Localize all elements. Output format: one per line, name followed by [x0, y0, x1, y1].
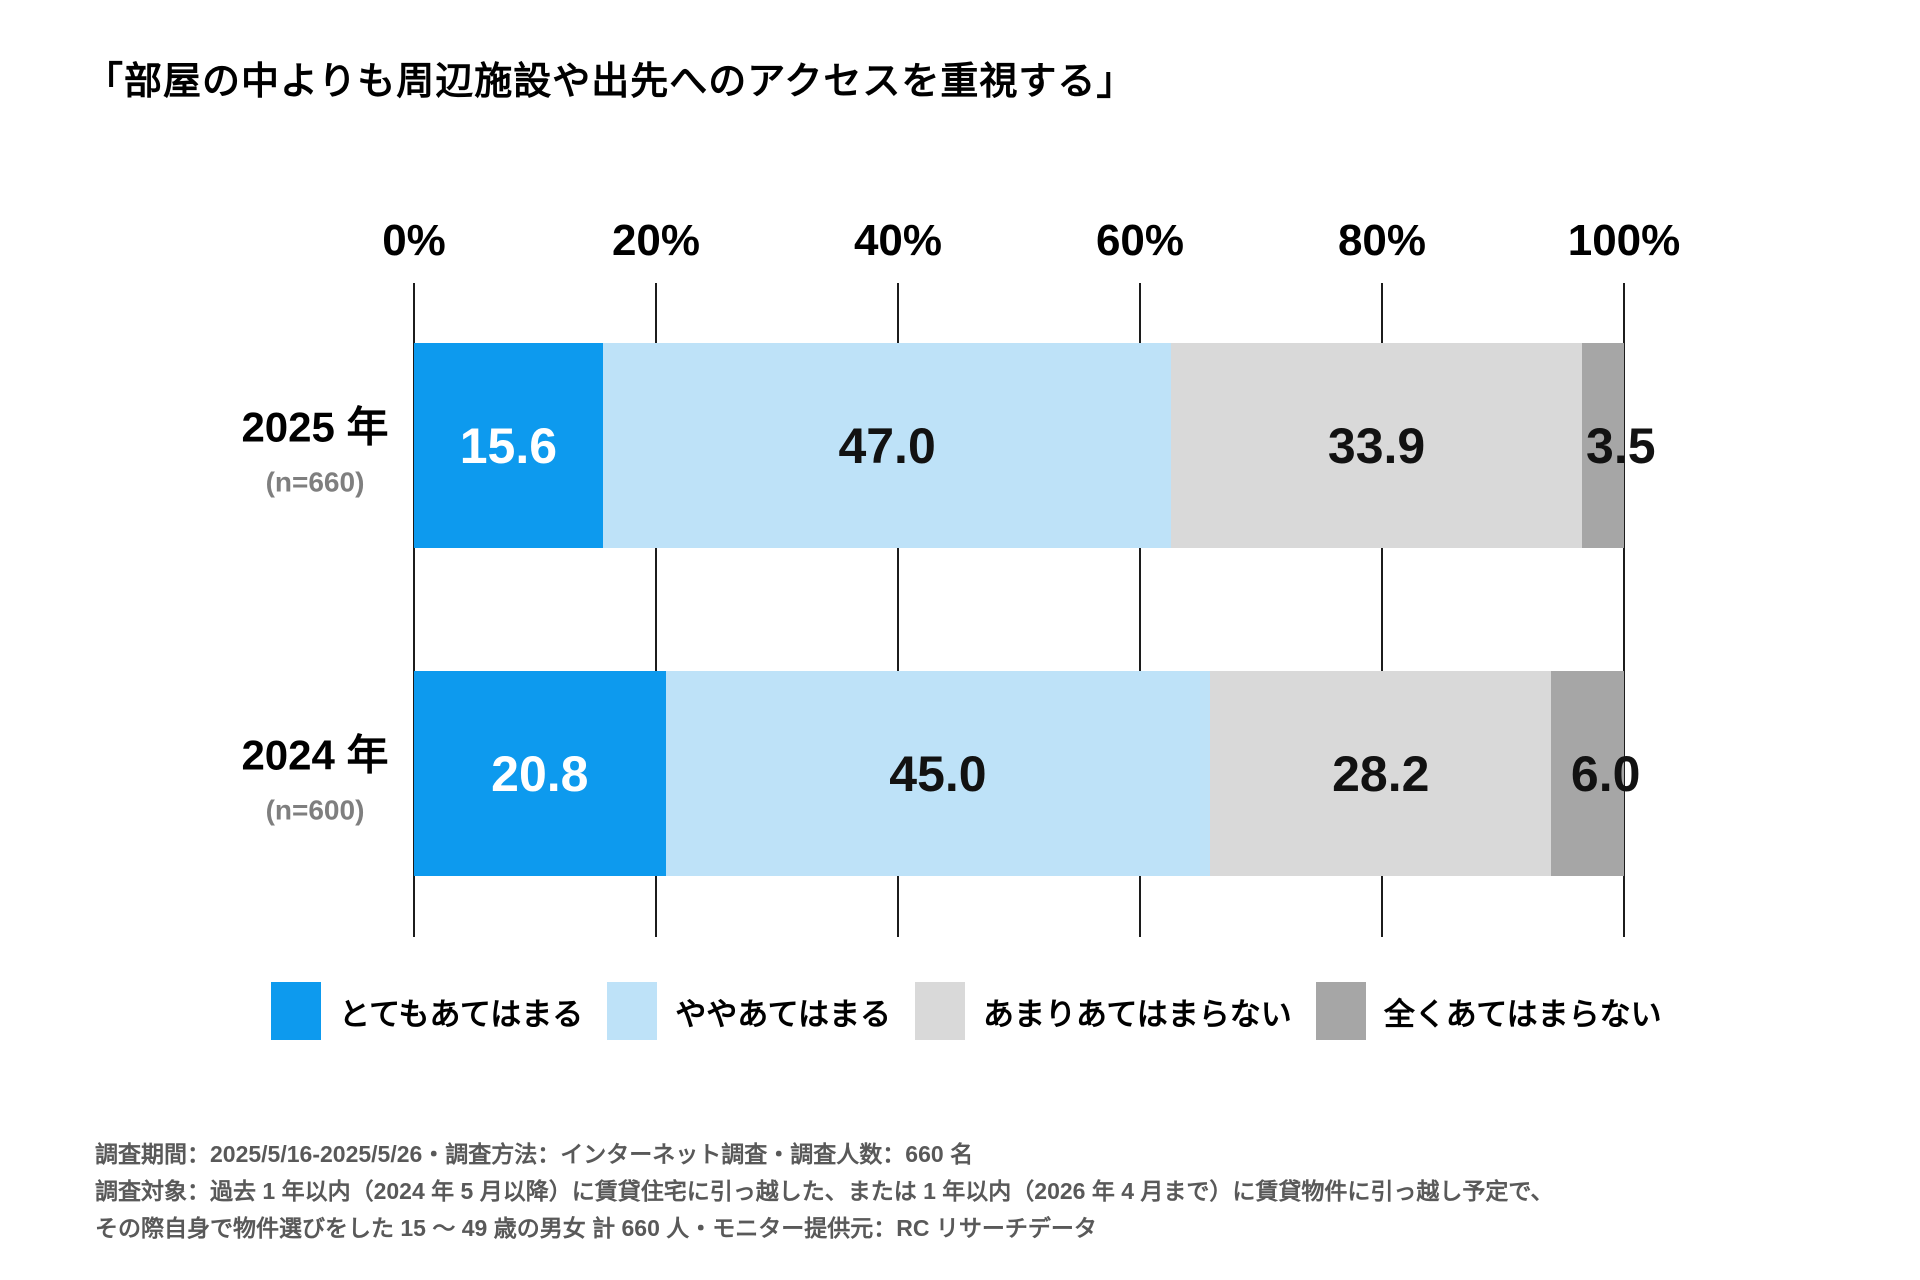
legend-item: とてもあてはまる [271, 982, 583, 1040]
legend-label: とてもあてはまる [339, 996, 584, 1032]
category-label: 2024 年 [241, 731, 389, 778]
survey-note-line: 調査対象：過去 1 年以内（2024 年 5 月以降）に賃貸住宅に引っ越した、ま… [95, 1178, 1554, 1204]
bar-segment [414, 343, 603, 548]
value-label: 45.0 [889, 745, 987, 802]
sample-size-label: (n=660) [265, 466, 365, 497]
legend-swatch [271, 982, 321, 1040]
value-label: 3.5 [1586, 417, 1656, 474]
gridline [413, 283, 415, 937]
bar-segment [602, 343, 1172, 548]
gridline [1623, 283, 1625, 937]
sample-size-label: (n=600) [265, 794, 365, 825]
legend: とてもあてはまる ややあてはまる あまりあてはまらない 全くあてはまらない [271, 982, 1662, 1040]
value-label: 47.0 [838, 417, 936, 474]
gridline [1139, 283, 1141, 937]
value-label: 28.2 [1332, 745, 1430, 802]
legend-label: あまりあてはまらない [983, 996, 1292, 1032]
value-label: 6.0 [1570, 745, 1641, 802]
bar-row: 15.6 47.0 33.9 3.5 [414, 343, 1656, 548]
x-tick-label: 80% [1337, 216, 1427, 265]
bar-segment [665, 671, 1211, 876]
gridline [1381, 283, 1383, 937]
legend-swatch [1315, 982, 1366, 1040]
x-tick-label: 40% [853, 216, 943, 265]
legend-label: ややあてはまる [675, 996, 892, 1032]
survey-note-line: 調査期間：2025/5/16-2025/5/26・調査方法：インターネット調査・… [95, 1141, 974, 1167]
category-label: 2025 年 [241, 403, 389, 450]
bar-segment [1551, 671, 1624, 876]
category-label-block: 2025 年 (n=660) [165, 393, 465, 498]
bar-segment [414, 671, 666, 876]
legend-swatch [915, 982, 966, 1040]
x-tick-label: 100% [1567, 216, 1681, 265]
survey-notes: 調査期間：2025/5/16-2025/5/26・調査方法：インターネット調査・… [95, 1136, 1553, 1247]
legend-item: ややあてはまる [607, 982, 891, 1040]
category-label-block: 2024 年 (n=600) [165, 721, 465, 826]
legend-item: あまりあてはまらない [915, 982, 1292, 1040]
bar-row: 20.8 45.0 28.2 6.0 [414, 671, 1640, 876]
gridline [655, 283, 657, 937]
legend-label: 全くあてはまらない [1383, 996, 1662, 1032]
legend-item: 全くあてはまらない [1315, 982, 1662, 1040]
value-label: 33.9 [1327, 417, 1426, 474]
bar-segment [1581, 343, 1624, 548]
bar-segment [1171, 343, 1582, 548]
page-title: 「部屋の中よりも周辺施設や出先へのアクセスを重視する」 [85, 61, 1136, 103]
gridline [897, 283, 899, 937]
bar-segment [1210, 671, 1552, 876]
x-tick-label: 0% [382, 216, 446, 265]
value-label: 20.8 [491, 745, 589, 802]
x-tick-label: 20% [611, 216, 701, 265]
value-label: 15.6 [459, 417, 558, 474]
x-tick-label: 60% [1095, 216, 1185, 265]
survey-note-line: その際自身で物件選びをした 15 ～ 49 歳の男女 計 660 人・モニター提… [95, 1215, 1097, 1241]
legend-swatch [607, 982, 658, 1040]
